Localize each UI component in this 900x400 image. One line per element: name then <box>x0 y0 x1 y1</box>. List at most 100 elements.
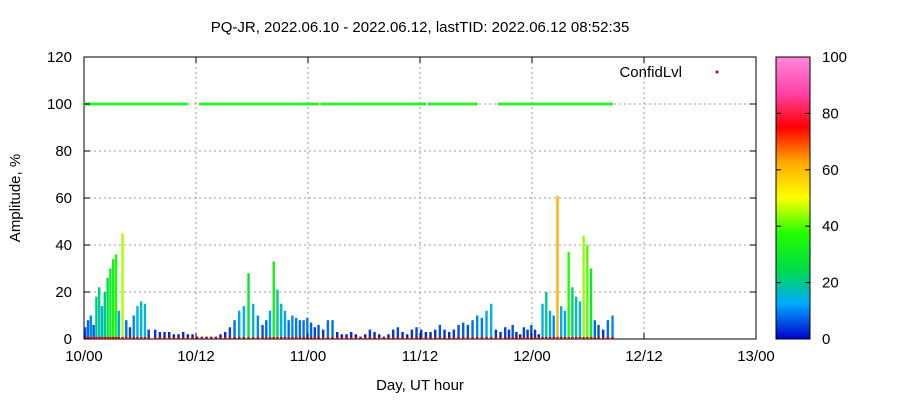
confidence-point <box>474 102 478 106</box>
confidence-point <box>544 102 548 106</box>
amplitude-bar <box>114 254 118 339</box>
confidence-zero-point <box>424 337 428 339</box>
amplitude-bar <box>392 329 395 339</box>
confidence-point <box>117 102 121 106</box>
amplitude-bar <box>597 324 600 339</box>
amplitude-bar <box>424 331 428 339</box>
confidence-point <box>257 102 261 106</box>
confidence-point <box>161 102 165 106</box>
confidence-point <box>579 102 583 106</box>
amplitude-bar <box>410 329 414 339</box>
confidence-point <box>94 102 98 106</box>
confidence-point <box>259 102 263 106</box>
amplitude-bar <box>485 310 488 339</box>
amplitude-bar <box>92 324 95 339</box>
confidence-point <box>320 102 324 106</box>
confidence-point <box>434 102 438 106</box>
amplitude-bar <box>283 310 287 339</box>
confidence-point <box>96 102 100 106</box>
amplitude-bar <box>511 324 514 339</box>
confidence-zero-point <box>114 337 118 339</box>
amplitude-bar <box>306 317 309 339</box>
confidence-point <box>574 102 578 106</box>
amplitude-bar <box>429 331 432 339</box>
confidence-point <box>308 102 312 106</box>
confidence-point <box>525 102 529 106</box>
confidence-zero-point <box>294 337 298 339</box>
confidence-zero-point <box>210 337 213 339</box>
confidence-zero-point <box>602 337 605 339</box>
confidence-zero-point <box>317 337 320 339</box>
confidence-point <box>371 102 375 106</box>
amplitude-bar <box>265 320 268 339</box>
confidence-zero-point <box>140 337 143 339</box>
confidence-point <box>376 102 380 106</box>
confidence-zero-point <box>499 337 502 339</box>
confidence-zero-point <box>560 337 563 339</box>
confidence-point <box>136 102 140 106</box>
confidence-point <box>364 102 368 106</box>
confidence-point <box>147 102 151 106</box>
confidence-point <box>553 102 557 106</box>
confidence-point <box>348 102 352 106</box>
confidence-zero-point <box>182 337 185 339</box>
amplitude-bar <box>471 320 474 339</box>
amplitude-bar <box>541 303 544 339</box>
grid-lines <box>84 57 756 339</box>
x-tick-label: 12/00 <box>513 348 551 365</box>
amplitude-bar <box>128 327 132 339</box>
confidence-point <box>332 102 336 106</box>
amplitude-bar <box>186 334 190 339</box>
confidence-zero-point <box>511 337 514 339</box>
y-tick-label: 120 <box>47 49 72 66</box>
amplitude-bar <box>317 324 320 339</box>
confidence-point <box>236 102 240 106</box>
y-tick-label: 100 <box>47 96 72 113</box>
colorbar-tick-label: 20 <box>822 275 839 292</box>
confidence-point <box>119 102 123 106</box>
amplitude-bar <box>401 331 404 339</box>
confidence-zero-point <box>485 337 488 339</box>
confidence-point <box>325 102 329 106</box>
confidence-zero-point <box>611 337 614 339</box>
confidence-point <box>600 102 604 106</box>
amplitude-bar <box>515 331 518 339</box>
confidence-zero-point <box>154 337 157 339</box>
confidence-point <box>180 102 184 106</box>
confidence-zero-point <box>548 337 552 339</box>
confidence-point <box>168 102 172 106</box>
legend-label: ConfidLvl <box>619 64 682 81</box>
colorbar <box>775 56 811 340</box>
confidence-point <box>306 102 310 106</box>
confidence-zero-point <box>480 337 484 339</box>
x-tick-label: 10/00 <box>65 348 103 365</box>
amplitude-bar <box>466 324 470 339</box>
confidence-point <box>182 102 186 106</box>
confidence-zero-point <box>268 337 272 339</box>
confidence-point <box>542 102 546 106</box>
confidence-zero-point <box>582 337 585 339</box>
confidence-zero-point <box>552 337 555 339</box>
confidence-point <box>140 102 144 106</box>
amplitude-bar <box>345 334 348 339</box>
confidence-zero-point <box>313 337 316 339</box>
amplitude-bar <box>560 306 563 339</box>
amplitude-bar <box>163 331 166 339</box>
x-tick-label: 12/12 <box>625 348 663 365</box>
amplitude-bar <box>602 329 605 339</box>
confidence-point <box>521 102 525 106</box>
amplitude-bar <box>438 324 442 339</box>
amplitude-bar <box>177 334 180 339</box>
confidence-zero-point <box>522 337 526 339</box>
amplitude-bar <box>548 310 552 339</box>
confidence-point <box>164 102 168 106</box>
confidence-zero-point <box>443 337 446 339</box>
amplitude-bar <box>84 327 87 339</box>
confidence-zero-point <box>200 337 204 339</box>
confidence-point <box>334 102 338 106</box>
confidence-zero-point <box>265 337 268 339</box>
confidence-zero-point <box>128 337 132 339</box>
confidence-point <box>152 102 156 106</box>
amplitude-bar <box>518 334 522 339</box>
